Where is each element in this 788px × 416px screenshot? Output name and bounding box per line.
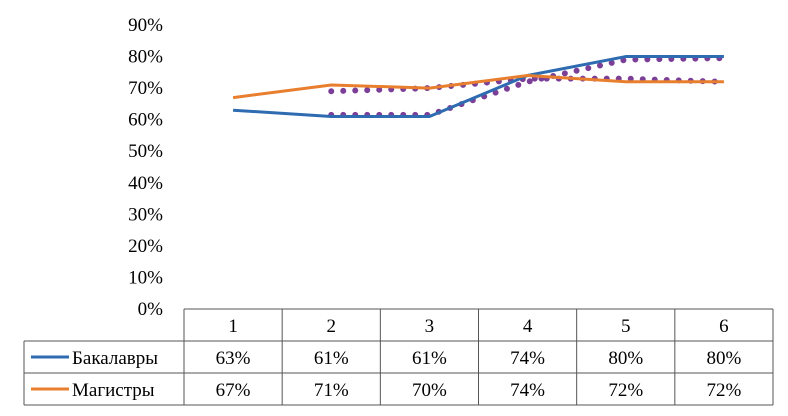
x-category-label: 2 (327, 316, 337, 337)
x-category-label: 3 (425, 316, 435, 337)
data-table-value: 63% (216, 348, 251, 369)
y-tick-label: 10% (128, 267, 163, 288)
x-category-label: 4 (523, 316, 533, 337)
series-line (232, 73, 724, 100)
y-tick-label: 30% (128, 204, 163, 225)
data-table-value: 72% (608, 380, 643, 401)
data-table-value: 61% (314, 348, 349, 369)
data-table-value: 70% (412, 380, 447, 401)
y-tick-label: 70% (128, 78, 163, 99)
x-category-label: 5 (621, 316, 631, 337)
data-table-value: 71% (314, 380, 349, 401)
y-tick-label: 50% (128, 141, 163, 162)
y-tick-label: 90% (128, 15, 163, 36)
data-table-value: 74% (510, 380, 545, 401)
series-line (232, 55, 724, 119)
y-tick-label: 40% (128, 173, 163, 194)
data-table-value: 74% (510, 348, 545, 369)
data-table-value: 61% (412, 348, 447, 369)
y-tick-label: 60% (128, 110, 163, 131)
y-tick-label: 0% (138, 299, 164, 320)
data-table-value: 67% (216, 380, 251, 401)
legend-series-name: Магистры (72, 380, 155, 401)
legend-series-name: Бакалавры (72, 348, 158, 369)
trendline (328, 55, 727, 118)
x-category-label: 1 (228, 316, 238, 337)
data-table-value: 72% (707, 380, 742, 401)
y-tick-label: 20% (128, 236, 163, 257)
data-table-value: 80% (707, 348, 742, 369)
data-table-value: 80% (608, 348, 643, 369)
x-category-label: 6 (719, 316, 729, 337)
y-tick-label: 80% (128, 47, 163, 68)
